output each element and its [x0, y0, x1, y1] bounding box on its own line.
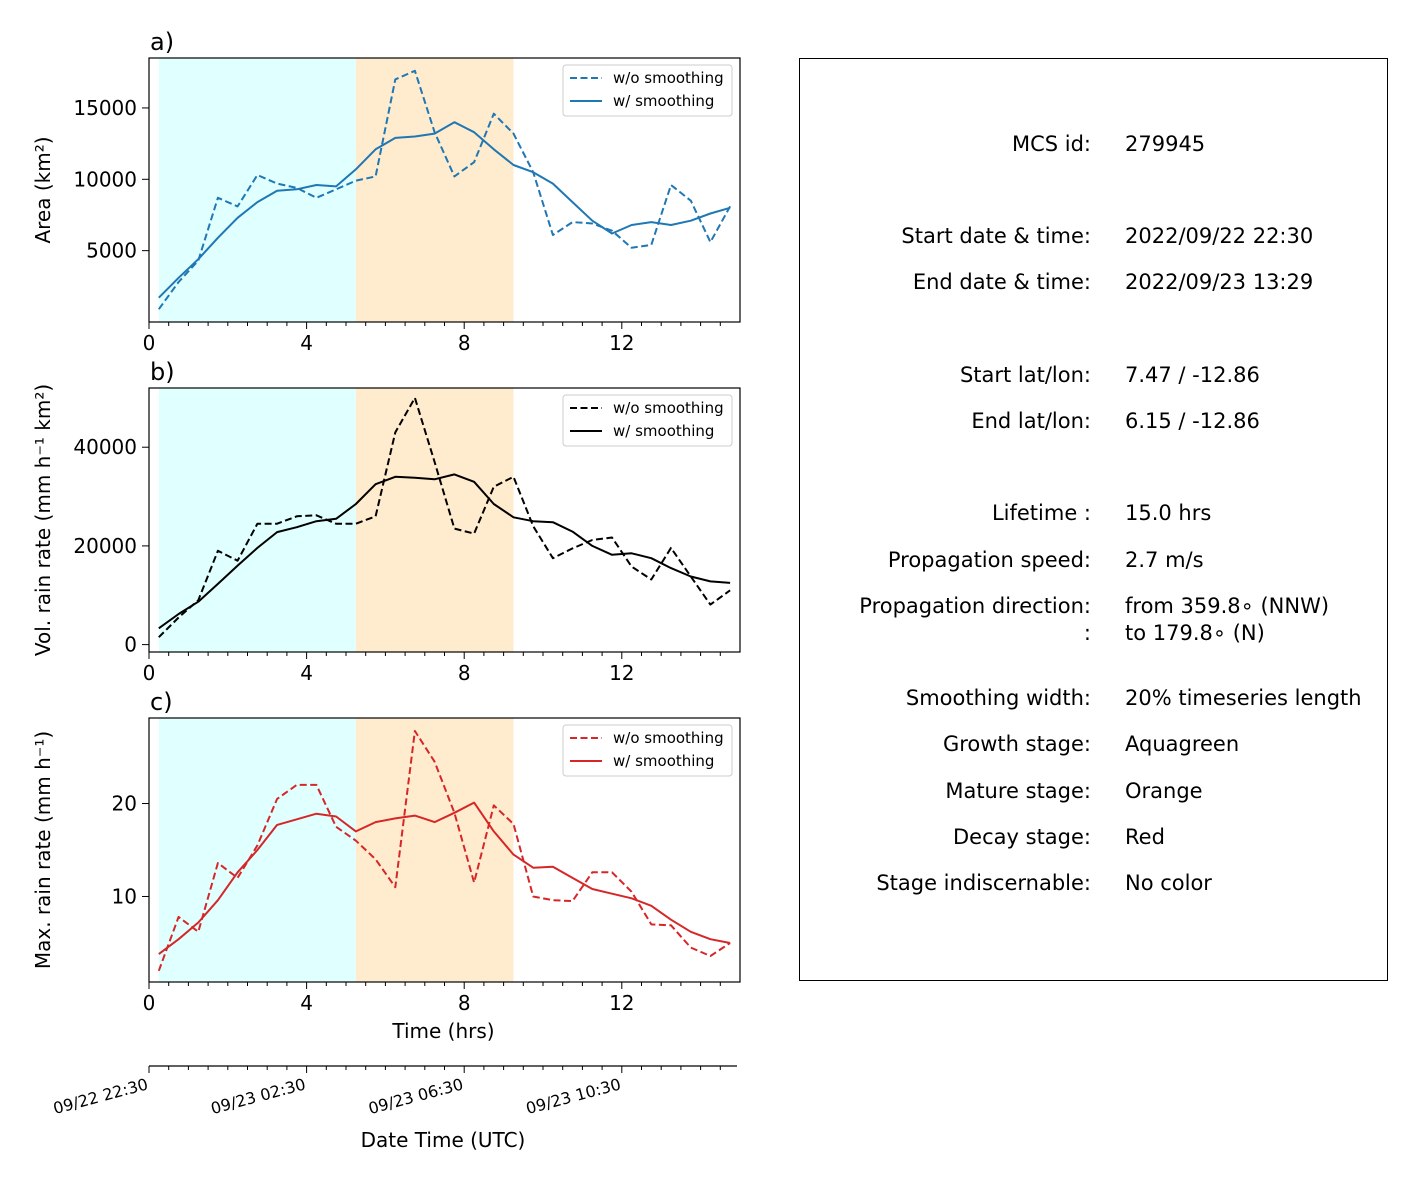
direction-label-cont: :: [1083, 621, 1091, 645]
x-tick-label: 4: [300, 661, 313, 685]
datetime-tick-label: 09/22 22:30: [51, 1075, 150, 1119]
panel-label: c): [150, 688, 173, 716]
growth-stage-value: Aquagreen: [1125, 732, 1240, 756]
x-tick-label: 8: [458, 331, 471, 355]
legend: w/o smoothing w/ smoothing: [562, 394, 733, 447]
legend: w/o smoothing w/ smoothing: [562, 64, 733, 117]
datetime-tick-label: 09/23 02:30: [209, 1075, 308, 1119]
x-tick-label: 0: [143, 331, 156, 355]
datetime-axis-label: Date Time (UTC): [361, 1128, 526, 1152]
series-line-raw: [157, 730, 731, 972]
x-tick-label: 8: [458, 661, 471, 685]
y-tick-label: 15000: [73, 96, 137, 120]
start-time-label: Start date & time:: [901, 224, 1091, 248]
datetime-tick-label: 09/23 10:30: [524, 1075, 623, 1119]
x-tick-label: 12: [609, 661, 634, 685]
y-tick-label: 0: [124, 633, 137, 657]
mature-stage-band: [355, 718, 514, 982]
legend-entry: w/o smoothing: [613, 399, 724, 417]
chart-panel-2: 0 4 8 12 10 20 c) Max. rain rate (mm h⁻¹) Time (…: [31, 688, 741, 1043]
y-axis-label: Vol. rain rate (mm h⁻¹ km²): [31, 384, 55, 656]
mcs-info-panel: MCS id: 279945 Start date & time: 2022/0…: [799, 58, 1388, 981]
series-line-smoothed: [158, 121, 731, 299]
mcs-id-label: MCS id:: [1011, 132, 1091, 156]
mature-stage-band: [355, 388, 514, 652]
y-tick-label: 10: [112, 884, 137, 908]
direction-from-value: from 359.8∘ (NNW): [1125, 594, 1330, 618]
mature-stage-value: Orange: [1125, 779, 1203, 803]
legend-box: [562, 724, 733, 777]
start-latlon-label: Start lat/lon:: [959, 363, 1091, 387]
datetime-axis: 09/22 22:30 09/23 02:30 09/23 06:30 09/23 1…: [51, 1065, 737, 1152]
chart-panel-1: 0 4 8 12 0 20000 40000 b) Vol. rain rate (mm h⁻¹…: [31, 358, 741, 685]
growth-stage-band: [158, 58, 356, 322]
x-axis-label: Time (hrs): [391, 1019, 494, 1043]
series-line-smoothed: [158, 473, 731, 630]
legend-entry: w/ smoothing: [613, 422, 714, 440]
legend-entry: w/ smoothing: [613, 752, 714, 770]
series-line-raw: [158, 396, 731, 638]
decay-stage-label: Decay stage:: [953, 825, 1091, 849]
series-line-raw: [157, 69, 731, 310]
lifetime-label: Lifetime :: [991, 501, 1091, 525]
mature-stage-band: [355, 58, 514, 322]
legend-entry: w/o smoothing: [613, 729, 724, 747]
indiscernable-stage-value: No color: [1125, 871, 1212, 895]
x-tick-label: 4: [300, 331, 313, 355]
speed-value: 2.7 m/s: [1125, 548, 1204, 572]
panel-label: a): [150, 28, 174, 56]
start-latlon-value: 7.47 / -12.86: [1125, 363, 1260, 387]
mature-stage-label: Mature stage:: [945, 779, 1091, 803]
mcs-id-value: 279945: [1125, 132, 1206, 156]
direction-to-value: to 179.8∘ (N): [1125, 621, 1265, 645]
direction-label: Propagation direction:: [859, 594, 1091, 618]
x-tick-label: 12: [609, 991, 634, 1015]
x-tick-label: 4: [300, 991, 313, 1015]
x-tick-label: 0: [143, 991, 156, 1015]
start-time-value: 2022/09/22 22:30: [1125, 224, 1314, 248]
y-tick-label: 5000: [86, 239, 137, 263]
legend-box: [562, 64, 733, 117]
legend-box: [562, 394, 733, 447]
decay-stage-value: Red: [1125, 825, 1165, 849]
y-tick-label: 20000: [73, 534, 137, 558]
x-tick-label: 0: [143, 661, 156, 685]
x-tick-label: 12: [609, 331, 634, 355]
end-latlon-value: 6.15 / -12.86: [1125, 409, 1260, 433]
chart-panel-0: 0 4 8 12 5000 10000 15000 a) Area (km²) w/o smoot…: [31, 28, 741, 355]
growth-stage-label: Growth stage:: [942, 732, 1091, 756]
smoothing-value: 20% timeseries length: [1125, 686, 1362, 710]
panel-label: b): [150, 358, 175, 386]
y-axis-label: Max. rain rate (mm h⁻¹): [31, 731, 55, 969]
legend: w/o smoothing w/ smoothing: [562, 724, 733, 777]
legend-entry: w/o smoothing: [613, 69, 724, 87]
end-time-value: 2022/09/23 13:29: [1125, 270, 1314, 294]
end-latlon-label: End lat/lon:: [971, 409, 1091, 433]
smoothing-label: Smoothing width:: [905, 686, 1091, 710]
y-tick-label: 40000: [73, 435, 137, 459]
y-axis-label: Area (km²): [31, 136, 55, 243]
lifetime-value: 15.0 hrs: [1125, 501, 1212, 525]
end-time-label: End date & time:: [912, 270, 1091, 294]
speed-label: Propagation speed:: [887, 548, 1091, 572]
series-line-smoothed: [158, 801, 731, 955]
legend-entry: w/ smoothing: [613, 92, 714, 110]
y-tick-label: 20: [112, 792, 137, 816]
datetime-tick-label: 09/23 06:30: [366, 1075, 465, 1119]
y-tick-label: 10000: [73, 167, 137, 191]
indiscernable-stage-label: Stage indiscernable:: [876, 871, 1091, 895]
x-tick-label: 8: [458, 991, 471, 1015]
